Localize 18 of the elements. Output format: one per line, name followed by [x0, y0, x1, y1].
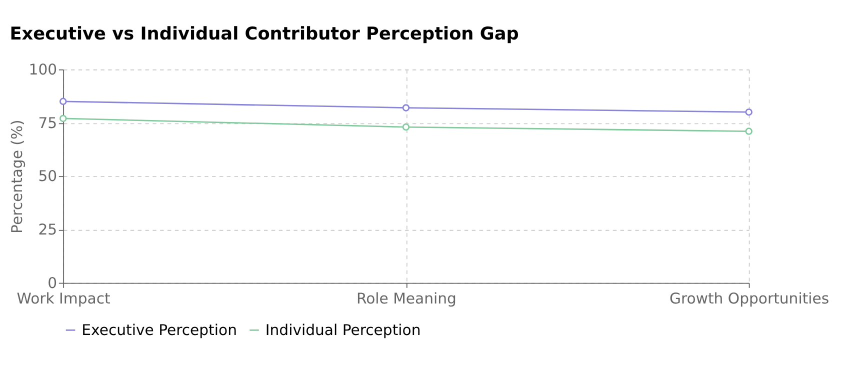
y-tick-label: 75 — [38, 114, 58, 132]
point — [59, 114, 67, 122]
y-tick-label: 50 — [38, 168, 58, 186]
legend-label: Executive Perception — [82, 322, 237, 339]
x-tick-label: Role Meaning — [356, 290, 456, 308]
y-tick-label: 0 — [48, 274, 58, 292]
point — [402, 104, 410, 112]
y-tick-label: 25 — [38, 222, 58, 239]
x-tick-label: Work Impact — [16, 290, 111, 308]
y-tick-label: 100 — [28, 62, 58, 78]
point — [745, 108, 752, 116]
x-tick-label: Growth Opportunities — [670, 290, 830, 308]
point — [745, 128, 752, 135]
chart-title: Executive vs Individual Contributor Perception Gap — [10, 24, 519, 45]
legend-label: Individual Perception — [265, 322, 421, 339]
point — [402, 123, 410, 131]
point — [59, 98, 67, 106]
y-axis-title: Percentage (%) — [9, 120, 26, 234]
